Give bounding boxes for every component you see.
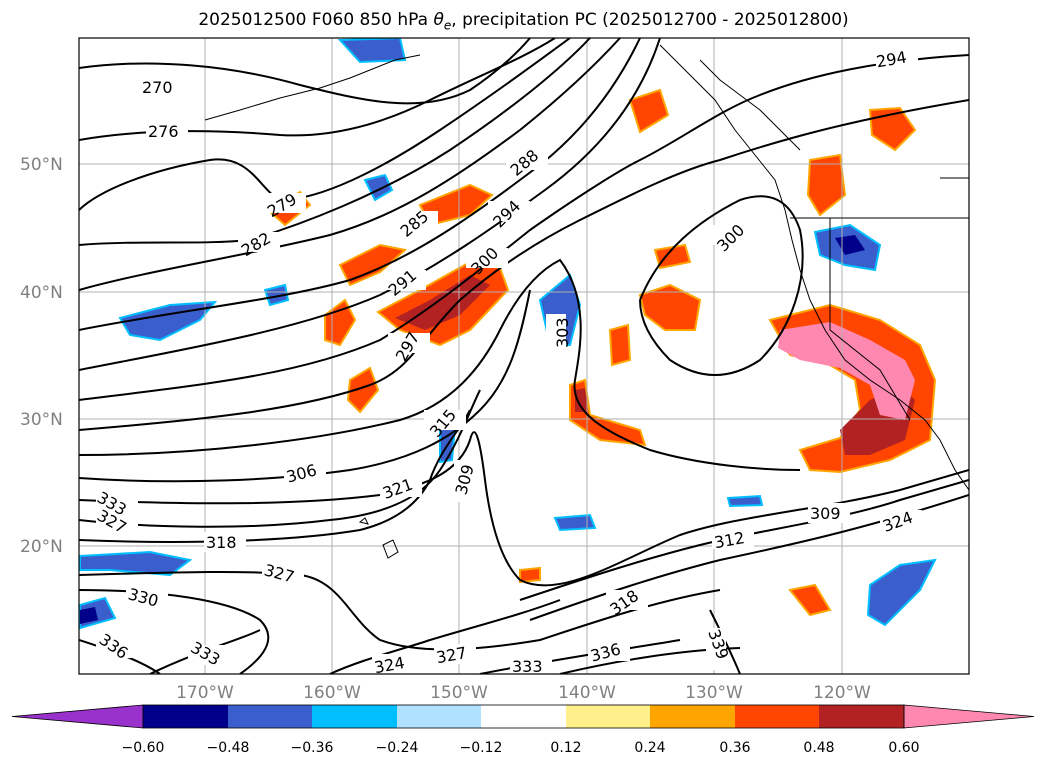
precip-area [608,323,632,367]
colorbar-tick: 0.24 [634,740,665,756]
contour-282 [79,38,591,246]
colorbar-cell [481,705,566,728]
contour-labels: 270 276 279 282 285 288 291 294 294 297 … [94,46,922,677]
precip-area [726,494,764,508]
precip-area [263,283,290,307]
colorbar-tick: −0.12 [460,740,503,756]
title-suffix: , precipitation PC (2025012700 - 2025012… [451,10,849,30]
colorbar-cells [11,704,1035,729]
lon-label-150w: 150°W [430,683,488,703]
colorbar-extend-max [903,704,1035,729]
title-prefix: 2025012500 F060 850 hPa [198,10,429,30]
colorbar-tick: 0.12 [550,740,581,756]
contour-label: 276 [148,122,179,141]
precip-area [868,106,917,152]
precip-area [628,88,670,134]
colorbar-cell [650,705,735,728]
coastline-british-columbia [699,59,801,151]
colorbar-cell [735,705,819,728]
map-title: 2025012500 F060 850 hPa θe, precipitatio… [0,10,1047,32]
colorbar-outline [142,704,905,729]
contour-312 [519,479,969,601]
precipitation-fill-layer [79,38,937,630]
colorbar-extend-min [11,704,144,729]
precip-area [778,322,915,420]
colorbar-cell [312,705,397,728]
colorbar-cell [143,705,228,728]
precip-area [788,583,832,617]
lat-label-20n: 20°N [20,537,63,557]
contour-303 [79,258,801,471]
lon-label-130w: 130°W [685,683,743,703]
colorbar-tick: 0.48 [803,740,834,756]
contour-label: 333 [512,657,543,676]
colorbar-tick: 0.60 [888,740,919,756]
coastline-north-america [659,44,969,491]
contour-306 [79,289,531,483]
precip-area [395,275,490,330]
longitude-labels: 170°W 160°W 150°W 140°W 130°W 120°W [176,683,871,703]
precip-area [806,153,847,217]
precip-area [519,566,541,584]
precip-area [346,366,380,414]
precip-area [575,388,588,412]
contour-297 [79,99,969,431]
colorbar-ticks: −0.60 −0.48 −0.36 −0.24 −0.12 0.12 0.24 … [122,740,920,756]
precip-area [866,558,937,627]
contour-327 [79,570,721,651]
contour-285 [79,38,621,291]
precip-area [569,378,647,447]
theta-symbol: θ [433,10,444,30]
lon-label-140w: 140°W [558,683,616,703]
lat-label-50n: 50°N [20,155,63,175]
colorbar-cell [566,705,650,728]
lon-label-160w: 160°W [303,683,361,703]
contour-294 [79,54,969,401]
lat-label-40n: 40°N [20,283,63,303]
colorbar-tick: −0.24 [376,740,419,756]
colorbar-cell [228,705,312,728]
contour-321 [79,409,471,543]
latitude-labels: 50°N 40°N 30°N 20°N [20,155,63,557]
colorbar: −0.60 −0.48 −0.36 −0.24 −0.12 0.12 0.24 … [11,704,1035,756]
contour-label: 270 [142,78,173,97]
lat-label-30n: 30°N [20,410,63,430]
map-frame [78,37,970,675]
lon-label-170w: 170°W [176,683,234,703]
contour-288 [79,38,641,331]
precip-area [337,38,407,64]
precip-area [638,283,702,331]
state-border [829,218,911,421]
hawaii [358,517,399,559]
contour-300 [639,195,804,376]
colorbar-tick: −0.36 [291,740,334,756]
precip-area [553,513,597,532]
theta-subscript: e [443,18,452,33]
contour-309 [79,431,969,587]
contour-label: 303 [553,317,572,348]
coastline-alaska [204,54,421,121]
contour-324 [329,599,561,674]
contour-label: 318 [206,533,237,552]
contour-291 [79,38,661,371]
lon-label-120w: 120°W [813,683,871,703]
coastlines [204,44,969,559]
colorbar-cell [397,705,481,728]
colorbar-tick: −0.60 [122,740,165,756]
contour-318 [79,389,481,528]
contour-270 [79,38,531,105]
colorbar-tick: −0.48 [207,740,250,756]
contour-label: 309 [810,504,841,523]
colorbar-tick: 0.36 [719,740,750,756]
precip-area [80,607,98,624]
contour-label: 324 [373,653,406,677]
precip-area [79,550,193,577]
colorbar-cell [819,705,904,728]
